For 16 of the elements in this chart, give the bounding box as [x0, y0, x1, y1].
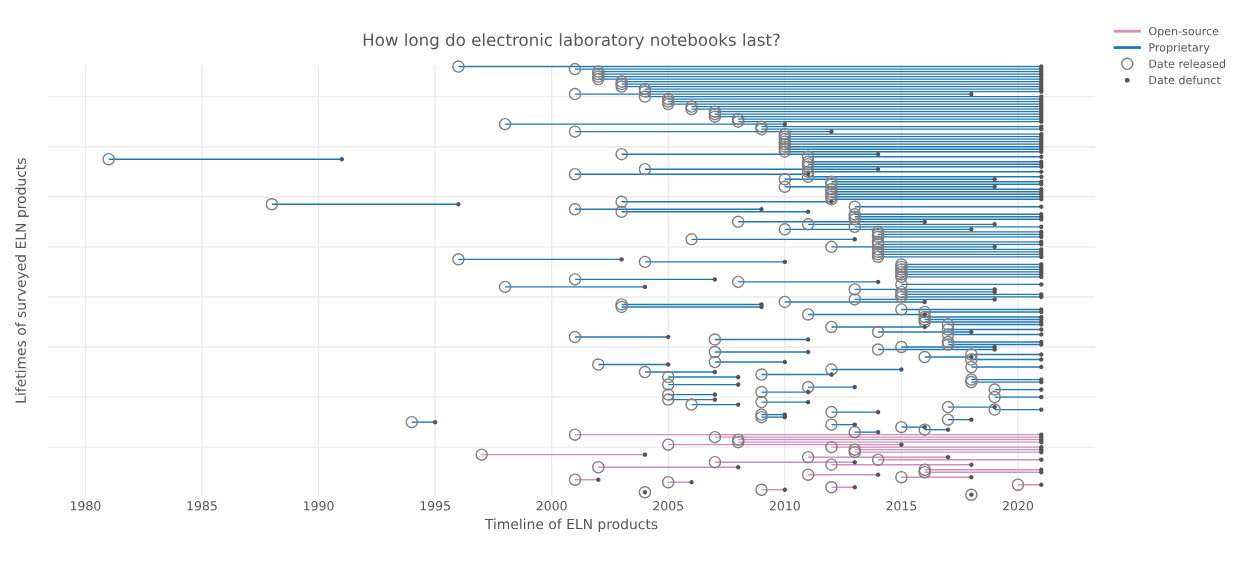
legend-label: Open-source — [1149, 26, 1219, 38]
x-tick-label: 2020 — [1002, 501, 1034, 511]
chart-title: How long do electronic laboratory notebooks last? — [363, 33, 780, 50]
x-axis-title: Timeline of ELN products — [484, 518, 658, 532]
legend-label: Date defunct — [1149, 75, 1221, 85]
x-tick-label: 2010 — [769, 501, 800, 511]
legend-label: Date released — [1149, 59, 1226, 68]
x-tick-label: 1980 — [70, 501, 101, 511]
x-tick-label: 2000 — [536, 501, 567, 511]
x-tick-label: 1995 — [420, 501, 450, 511]
legend-label: Proprietary — [1149, 42, 1210, 54]
x-tick-label: 1990 — [304, 501, 334, 511]
x-tick-label: 2015 — [886, 501, 917, 511]
x-tick-label: 1985 — [187, 501, 217, 511]
x-tick-label: 2005 — [653, 501, 684, 511]
y-axis-title: Lifetimes of surveyed ELN products — [15, 158, 29, 403]
